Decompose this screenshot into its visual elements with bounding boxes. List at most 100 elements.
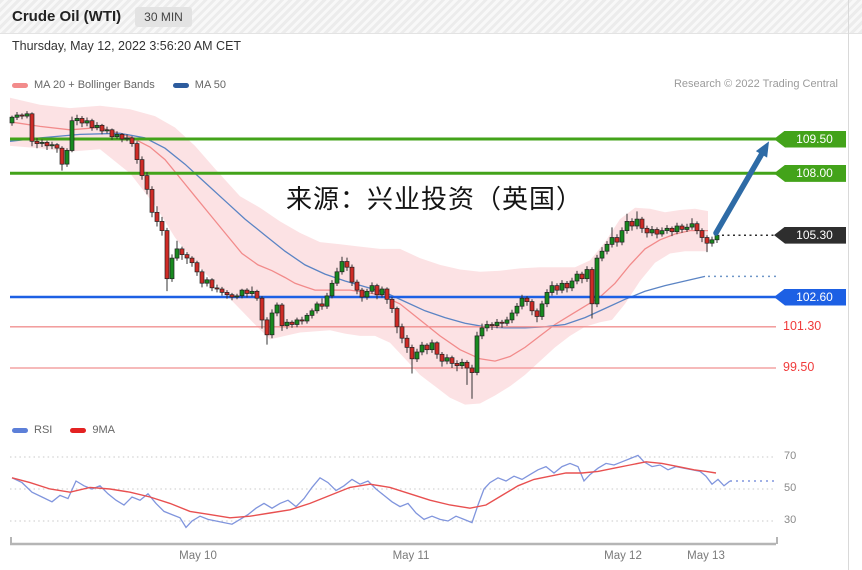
candle-down — [209, 279, 215, 289]
candle-up — [544, 292, 550, 305]
candle-up — [659, 230, 665, 235]
candle-down — [394, 308, 400, 328]
candle-down — [434, 342, 440, 355]
candle-up — [714, 234, 720, 241]
candle-up — [514, 305, 520, 314]
candle-down — [179, 248, 185, 255]
candle-down — [199, 271, 205, 284]
source-annotation: 来源：兴业投资（英国） — [286, 184, 584, 214]
candle-down — [34, 140, 40, 144]
candle-down — [669, 227, 675, 233]
candle-down — [254, 290, 260, 299]
candle-up — [329, 282, 335, 297]
candle-down — [579, 273, 585, 280]
candle-down — [19, 114, 25, 117]
candle-up — [584, 269, 590, 280]
candle-up — [84, 120, 90, 124]
candle-down — [499, 321, 505, 324]
candle-down — [529, 301, 535, 312]
candle-up — [664, 227, 670, 231]
candle-down — [184, 254, 190, 259]
candle-up — [459, 361, 465, 367]
candle-down — [154, 211, 160, 222]
candle-down — [654, 229, 660, 235]
candle-down — [149, 189, 155, 213]
candle-down — [449, 357, 455, 364]
candle-up — [339, 261, 345, 273]
candle-up — [24, 113, 30, 117]
candle-down — [374, 285, 380, 296]
candle-down — [119, 134, 125, 140]
candle-down — [229, 294, 235, 298]
candle-down — [354, 281, 360, 291]
candle-down — [439, 353, 445, 362]
candle-up — [599, 250, 605, 259]
candle-up — [94, 124, 100, 128]
candle-up — [689, 223, 695, 228]
rsi-9ma-line — [11, 461, 717, 519]
price-legend: MA 20 + Bollinger Bands MA 50 — [12, 78, 244, 92]
candle-down — [344, 261, 350, 268]
rsi-9ma-legend-label: 9MA — [92, 424, 115, 436]
candle-up — [294, 319, 300, 325]
candle-up — [114, 134, 120, 138]
candle-down — [54, 144, 60, 149]
price-badge-102.60: 102.60 — [774, 288, 846, 306]
candle-down — [89, 120, 95, 128]
price-label-99.50: 99.50 — [783, 360, 815, 374]
candle-up — [559, 282, 565, 291]
candle-up — [444, 357, 450, 362]
candle-up — [14, 114, 20, 118]
candle-up — [249, 290, 255, 294]
timeframe-badge[interactable]: 30 MIN — [135, 6, 192, 27]
candle-up — [509, 312, 515, 321]
candle-down — [264, 319, 270, 336]
candle-up — [484, 324, 490, 329]
candle-down — [79, 118, 85, 124]
candle-down — [489, 324, 495, 326]
rsi-swatch-icon — [12, 427, 28, 433]
candle-down — [404, 337, 410, 348]
candle-up — [494, 321, 500, 326]
candle-down — [279, 304, 285, 326]
candle-down — [139, 159, 145, 176]
ma50-legend-label: MA 50 — [194, 79, 226, 91]
candle-down — [219, 288, 225, 293]
candle-down — [464, 361, 470, 369]
price-badge-105.30: 105.30 — [774, 226, 846, 244]
candle-up — [619, 230, 625, 243]
candle-down — [134, 143, 140, 160]
candle-up — [594, 257, 600, 305]
candle-down — [299, 319, 305, 322]
candle-down — [699, 230, 705, 238]
candle-up — [284, 321, 290, 326]
ma50-swatch-icon — [172, 82, 189, 88]
rsi-tick-label-30: 30 — [784, 514, 797, 526]
candle-up — [624, 221, 630, 231]
candle-down — [129, 137, 135, 144]
price-label-101.30: 101.30 — [783, 318, 822, 333]
candle-up — [64, 150, 70, 165]
candle-down — [614, 237, 620, 243]
candle-up — [239, 289, 245, 297]
candle-up — [104, 129, 110, 132]
candle-down — [389, 298, 395, 309]
candle-up — [474, 335, 480, 373]
bullish-arrow-shaft — [713, 147, 767, 236]
candle-up — [379, 288, 385, 296]
candle-up — [649, 229, 655, 234]
candle-up — [39, 142, 45, 144]
price-badge-108.00: 108.00 — [774, 164, 846, 182]
candle-down — [644, 227, 650, 234]
candle-down — [384, 288, 390, 300]
candle-down — [629, 221, 635, 227]
candle-down — [289, 321, 295, 325]
candle-down — [534, 310, 540, 317]
right-border-divider — [848, 0, 849, 570]
candle-up — [204, 279, 210, 284]
candle-up — [74, 118, 80, 122]
candle-up — [369, 285, 375, 292]
candle-down — [259, 297, 265, 321]
candle-down — [399, 326, 405, 339]
